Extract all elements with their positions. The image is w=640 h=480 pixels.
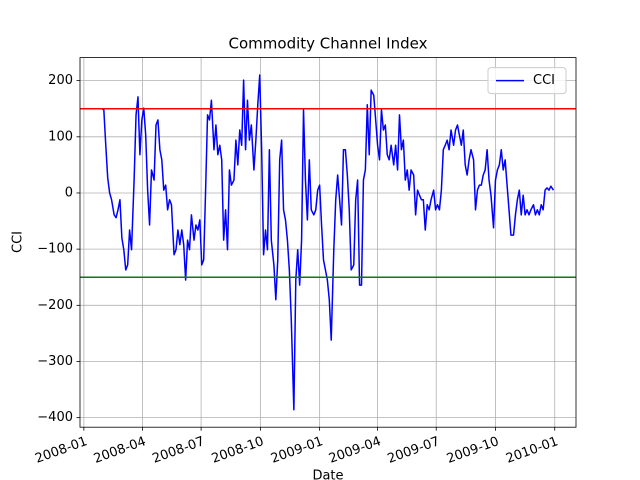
y-tick-label: 200 [48,73,73,88]
y-tick-label: 0 [65,185,73,200]
y-tick-label: −300 [37,354,73,369]
chart-title: Commodity Channel Index [229,35,428,53]
x-tick-label: 2009-07 [386,434,442,467]
legend-box [487,67,567,95]
x-tick-label: 2010-01 [504,434,560,467]
x-tick-label: 2008-01 [33,434,89,467]
x-tick-label: 2008-04 [92,434,148,467]
y-tick-label: −100 [37,242,73,257]
x-tick-label: 2009-01 [269,434,325,467]
x-tick-label: 2008-07 [150,434,206,467]
y-tick-label: −200 [37,298,73,313]
x-tick-label: 2008-10 [210,434,266,467]
y-tick-label: 100 [48,129,73,144]
plot-frame [79,57,577,428]
x-tick-label: 2009-10 [445,434,501,467]
data-line [101,74,555,411]
y-tick-label: −400 [37,410,73,425]
legend-label: CCI [533,73,555,88]
y-axis-label: CCI [11,231,26,253]
x-axis-label: Date [312,469,343,480]
x-tick-label: 2009-04 [327,434,383,467]
